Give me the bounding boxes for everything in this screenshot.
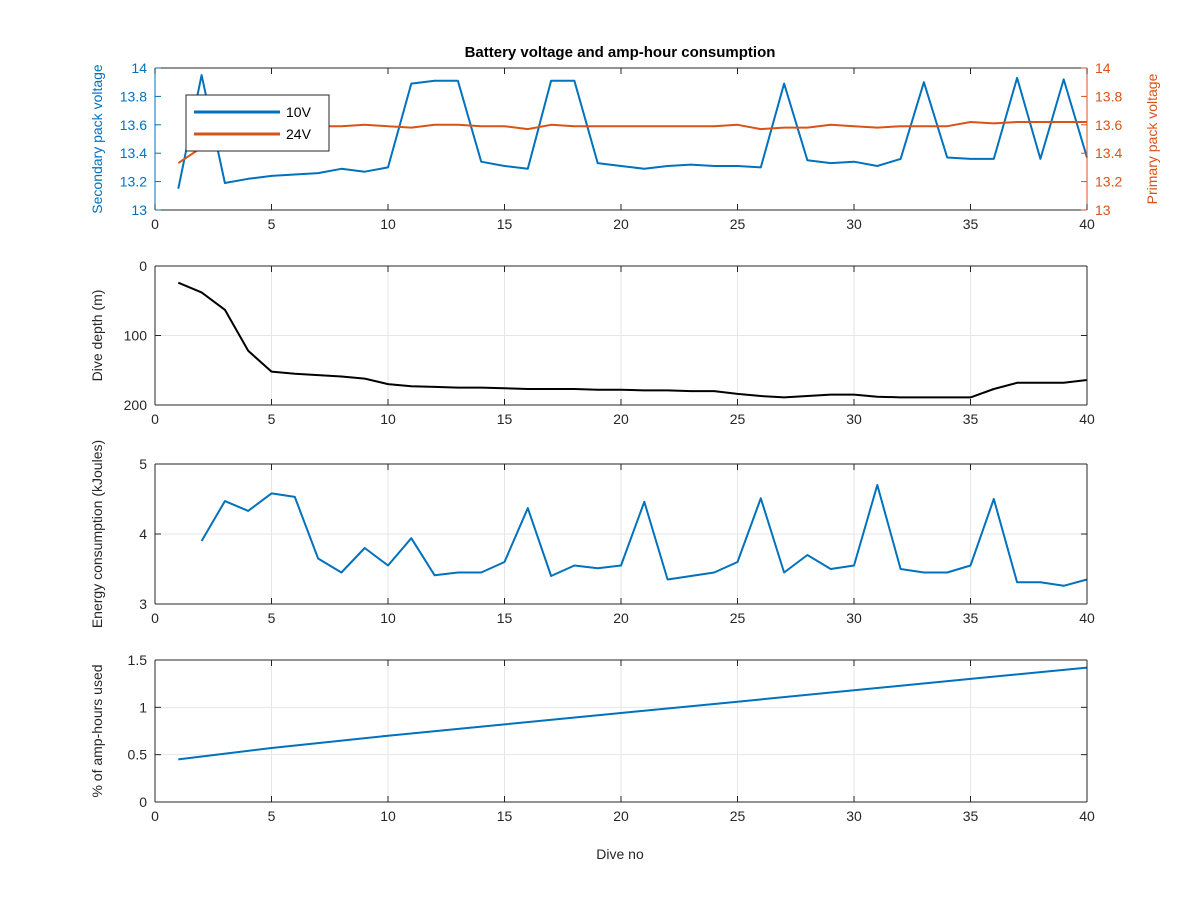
legend-box	[185, 94, 330, 152]
chart-title: Battery voltage and amp-hour consumption	[465, 44, 776, 61]
x-tick-label: 30	[846, 610, 862, 626]
y2-tick-label: 13.4	[1095, 145, 1122, 161]
x-tick-label: 20	[613, 808, 629, 824]
y-tick-label: 13.8	[120, 88, 147, 104]
series-line-24v	[177, 121, 1087, 164]
series-line-2-1	[177, 281, 1088, 399]
x-tick-label: 10	[380, 411, 396, 427]
subplot-3: 0 5 10 15 20 25 30 35 40 3 4 5 Energy consumption (k…	[89, 440, 1095, 628]
y-tick-label: 13.2	[120, 174, 147, 190]
x-tick-label: 35	[963, 610, 979, 626]
series-line-10v	[177, 74, 1088, 189]
x-tick-label: 0	[151, 610, 159, 626]
y-tick-label: 0.5	[128, 747, 148, 763]
x-tick-label: 20	[613, 610, 629, 626]
y-axis-label: % of amp-hours used	[89, 664, 105, 797]
x-tick-label: 30	[846, 216, 862, 232]
x-tick-label: 20	[613, 411, 629, 427]
subplot-4: 0 5 10 15 20 25 30 35 40 0 0.5 1 1.5 % of amp-hours u…	[89, 652, 1095, 824]
subplot-1: 0 5 10 15 20 25 30 35 401313.213.413.613.8141313…	[89, 60, 1160, 232]
x-tick-label: 30	[846, 808, 862, 824]
y-axis-label: Secondary pack voltage	[89, 64, 105, 214]
x-tick-label: 20	[613, 216, 629, 232]
x-tick-label: 10	[380, 216, 396, 232]
x-tick-label: 5	[268, 411, 276, 427]
y-tick-label: 1	[139, 699, 147, 715]
y-tick-label: 200	[124, 397, 148, 413]
y2-tick-label: 13.2	[1095, 174, 1122, 190]
y-axis-label: Energy consumption (kJoules)	[89, 440, 105, 628]
y2-tick-label: 13.6	[1095, 117, 1122, 133]
series-line-3-1	[200, 484, 1088, 587]
x-tick-label: 0	[151, 808, 159, 824]
x-tick-label: 10	[380, 610, 396, 626]
x-tick-label: 15	[497, 808, 513, 824]
x-tick-label: 30	[846, 411, 862, 427]
x-tick-label: 25	[730, 610, 746, 626]
x-tick-label: 25	[730, 411, 746, 427]
x-tick-label: 5	[268, 610, 276, 626]
x-tick-label: 0	[151, 411, 159, 427]
y-tick-label: 1.5	[128, 652, 148, 668]
x-tick-label: 5	[268, 216, 276, 232]
y-tick-label: 13.4	[120, 145, 147, 161]
x-tick-label: 10	[380, 808, 396, 824]
legend-label: 24V	[286, 126, 312, 142]
y-axis-label: Dive depth (m)	[89, 290, 105, 382]
x-tick-label: 15	[497, 216, 513, 232]
x-tick-label: 35	[963, 411, 979, 427]
subplots: 0 5 10 15 20 25 30 35 401313.213.413.613.8141313…	[89, 60, 1160, 824]
x-tick-label: 25	[730, 216, 746, 232]
legend-label: 10V	[286, 104, 312, 120]
y-tick-label: 4	[139, 526, 147, 542]
x-axis-label: Dive no	[596, 846, 644, 862]
y2-tick-label: 14	[1095, 60, 1111, 76]
y2-tick-label: 13.8	[1095, 88, 1122, 104]
x-tick-label: 15	[497, 411, 513, 427]
series-line-4-1	[178, 666, 1088, 761]
x-tick-label: 40	[1079, 808, 1095, 824]
x-tick-label: 35	[963, 216, 979, 232]
y-tick-label: 5	[139, 456, 147, 472]
x-tick-label: 35	[963, 808, 979, 824]
y2-tick-label: 13	[1095, 202, 1111, 218]
y-tick-label: 100	[124, 328, 148, 344]
x-tick-label: 40	[1079, 216, 1095, 232]
y-tick-label: 0	[139, 258, 147, 274]
y-tick-label: 14	[131, 60, 147, 76]
x-tick-label: 15	[497, 610, 513, 626]
x-tick-label: 0	[151, 216, 159, 232]
subplot-2: 0 5 10 15 20 25 30 35 40 0 100 200 Dive depth (m)	[89, 258, 1095, 427]
y-tick-label: 0	[139, 794, 147, 810]
y-tick-label: 3	[139, 596, 147, 612]
y2-axis-label: Primary pack voltage	[1144, 73, 1160, 204]
x-tick-label: 40	[1079, 610, 1095, 626]
x-tick-label: 5	[268, 808, 276, 824]
x-tick-label: 40	[1079, 411, 1095, 427]
x-tick-label: 25	[730, 808, 746, 824]
y-tick-label: 13	[131, 202, 147, 218]
y-tick-label: 13.6	[120, 117, 147, 133]
